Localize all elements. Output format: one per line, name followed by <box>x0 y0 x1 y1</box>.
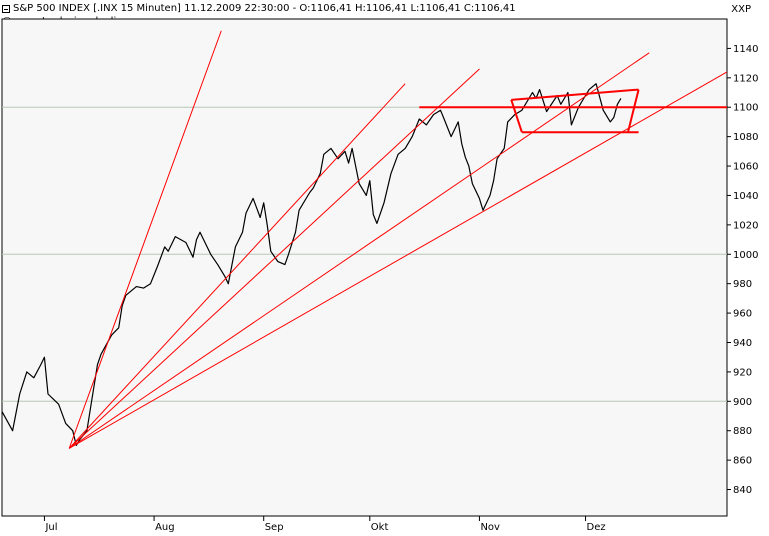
y-tick-label: 1080 <box>733 132 758 143</box>
y-tick-label: 1040 <box>733 191 758 202</box>
series-layer <box>1 83 622 446</box>
plot-area <box>1 18 728 517</box>
trendline-fan-4 <box>68 52 650 449</box>
trendline-fan-5 <box>68 71 728 449</box>
trendline-fan-2 <box>68 83 406 449</box>
corner-label: XXP <box>731 4 751 15</box>
drawn-lines-layer <box>68 30 728 449</box>
trendline-fan-1 <box>68 30 222 449</box>
y-tick-label: 1100 <box>733 103 758 114</box>
x-tick-label: Aug <box>155 522 175 533</box>
y-tick-label: 1140 <box>733 44 758 55</box>
x-tick-label: Jul <box>44 522 57 533</box>
y-tick-label: 880 <box>733 426 752 437</box>
trendline-box-top <box>511 88 639 101</box>
price-series-line <box>1 83 622 446</box>
x-tick-label: Dez <box>587 522 606 533</box>
y-tick-label: 920 <box>733 367 752 378</box>
x-tick-label: Okt <box>371 522 389 533</box>
trendline-fan-3 <box>68 68 480 449</box>
y-tick-label: 1120 <box>733 73 758 84</box>
y-tick-label: 1000 <box>733 250 758 261</box>
x-tick-label: Sep <box>265 522 284 533</box>
y-tick-label: 1020 <box>733 220 758 231</box>
y-tick-label: 860 <box>733 456 752 467</box>
y-tick-label: 900 <box>733 397 752 408</box>
y-tick-label: 1060 <box>733 162 758 173</box>
trendline-box-left <box>510 99 523 133</box>
trendline-box-right <box>627 89 640 133</box>
y-tick-label: 980 <box>733 279 752 290</box>
x-axis: Jul Aug Sep Okt Nov Dez <box>43 516 606 533</box>
minimize-box-icon[interactable] <box>2 4 10 13</box>
y-tick-label: 960 <box>733 309 752 320</box>
y-axis: 840 860 880 900 920 940 960 980 1000 1020 1040 1060… <box>727 44 758 496</box>
y-tick-label: 840 <box>733 485 752 496</box>
chart-title: S&P 500 INDEX [.INX 15 Minuten] 11.12.20… <box>13 3 516 14</box>
y-tick-label: 940 <box>733 338 752 349</box>
x-tick-label: Nov <box>480 522 500 533</box>
